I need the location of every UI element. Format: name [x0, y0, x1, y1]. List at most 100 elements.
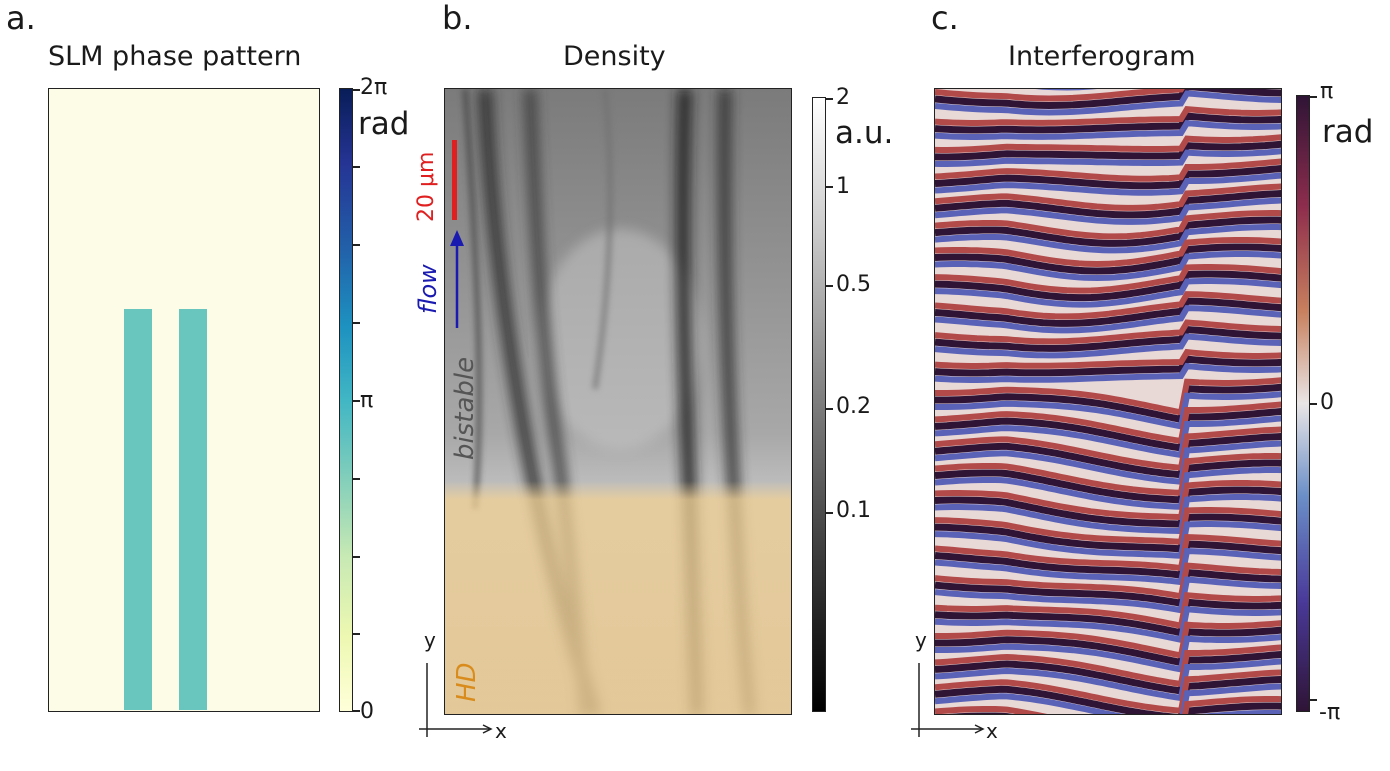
density-colorbar-tick: 0.2: [836, 394, 871, 419]
fringe-blue: [935, 494, 1281, 535]
fringe-red: [935, 669, 1281, 714]
fringe-dark: [935, 270, 1281, 302]
fringe-red: [935, 453, 1281, 496]
fringe-blue: [935, 683, 1281, 714]
fringe-dark: [935, 540, 1281, 579]
fringe-dark: [935, 243, 1281, 275]
fringe-red: [935, 237, 1281, 268]
bistable-region-label: bistable: [450, 356, 480, 460]
fringe-blue: [935, 415, 1281, 459]
panel-c-letter: c.: [931, 0, 959, 37]
panel-a-title: SLM phase pattern: [48, 41, 302, 72]
fringe-red: [935, 534, 1281, 572]
fringe-dark: [935, 626, 1281, 667]
density-x-axis-label: x: [495, 719, 507, 743]
slm-phase-image: [48, 88, 320, 712]
fringe-red: [935, 591, 1281, 630]
fringe-red: [935, 507, 1281, 545]
fringe-blue: [935, 521, 1281, 559]
interferogram-y-axis-label: y: [915, 628, 927, 652]
flow-arrow-icon: [450, 230, 464, 328]
slm-colorbar-mid-label: π: [360, 388, 374, 413]
slm-phase-bar: [124, 309, 152, 710]
fringe-blue: [935, 172, 1281, 196]
fringe-dark: [935, 486, 1281, 528]
density-colorbar-tick: 0.1: [836, 498, 871, 523]
fringe-dark: [935, 650, 1281, 695]
fringe-dark: [935, 432, 1281, 479]
fringe-blue: [935, 634, 1281, 673]
fringe-blue: [935, 224, 1281, 254]
interferogram-colorbar-unit: rad: [1322, 114, 1374, 150]
density-colorbar-tick: 2: [836, 85, 850, 110]
panel-b-letter: b.: [442, 0, 473, 37]
fringe-dark: [935, 165, 1281, 190]
interferogram-colorbar-min-label: -π: [1319, 700, 1341, 725]
density-colorbar-unit: a.u.: [835, 115, 894, 151]
fringe-blue: [935, 305, 1281, 334]
fringe-dark: [948, 702, 1281, 714]
fringe-dark: [935, 407, 1281, 452]
fringe-dark: [935, 568, 1281, 608]
fringe-dark: [935, 89, 1281, 110]
slm-colorbar: [339, 88, 360, 712]
scale-bar-label: 20 μm: [414, 151, 439, 222]
interferogram-x-axis-label: x: [986, 719, 998, 743]
fringe-blue: [935, 658, 1281, 702]
fringe-dark: [935, 459, 1281, 504]
interferogram-colorbar-mid-label: 0: [1320, 390, 1334, 415]
fringe-dark: [935, 112, 1281, 134]
fringe-red: [935, 134, 1281, 153]
fringe-blue: [935, 148, 1281, 167]
scale-bar: [452, 140, 457, 220]
fringe-red: [935, 644, 1281, 688]
fringe-blue: [935, 440, 1281, 486]
fringe-blue: [935, 333, 1281, 359]
fringe-blue: [935, 197, 1281, 225]
fringe-blue: [935, 119, 1281, 140]
fringe-dark: [935, 216, 1281, 247]
fringe-red: [935, 319, 1281, 345]
fringe-blue: [935, 548, 1281, 586]
fringe-blue: [935, 90, 1281, 116]
panel-a-letter: a.: [6, 0, 36, 37]
fringe-dark: [935, 675, 1281, 714]
fringe-blue: [935, 278, 1281, 308]
slm-colorbar-min-label: 0: [360, 699, 374, 724]
fringe-dark: [935, 325, 1281, 352]
density-axes-icon: [419, 663, 493, 737]
fringe-red: [935, 264, 1281, 294]
fringe-blue: [935, 391, 1281, 430]
density-image: [444, 88, 792, 715]
fringe-red: [935, 620, 1281, 659]
fringe-dark: [935, 355, 1281, 377]
fringe-blue: [935, 576, 1281, 614]
interferogram-colorbar: [1296, 95, 1317, 712]
fringe-red: [935, 210, 1281, 240]
interferogram-axes-icon: [911, 663, 985, 737]
fringe-red: [935, 291, 1281, 320]
density-colorbar-tick: 0.5: [836, 272, 871, 297]
panel-c-title: Interferogram: [1008, 41, 1196, 72]
fringe-red: [935, 696, 1281, 714]
fringe-blue: [935, 362, 1281, 383]
slm-phase-bar: [179, 309, 207, 710]
fringe-red: [935, 89, 1185, 102]
fringe-dark: [935, 189, 1281, 219]
fringe-red: [935, 401, 1281, 445]
fringe-dark: [935, 140, 1281, 161]
fringe-blue: [935, 467, 1281, 510]
fringe-red: [935, 158, 1281, 182]
fringe-red: [935, 562, 1281, 600]
fringe-dark: [935, 297, 1281, 327]
interferogram-image: [934, 88, 1282, 715]
fringe-dark: [935, 513, 1281, 553]
fringe-red: [935, 480, 1281, 521]
fringe-red: [935, 377, 1281, 416]
fringe-red: [935, 348, 1281, 369]
density-colorbar-tick: 1: [836, 174, 850, 199]
fringe-dark: [935, 383, 1281, 424]
slm-colorbar-unit: rad: [358, 106, 410, 142]
fringe-red: [935, 105, 1281, 126]
density-y-axis-label: y: [424, 628, 436, 652]
